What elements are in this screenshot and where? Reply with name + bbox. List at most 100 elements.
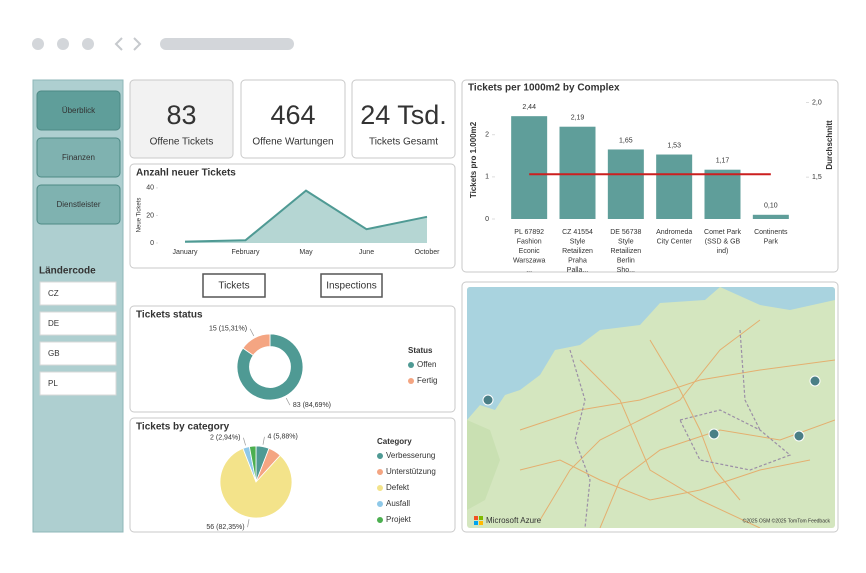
kpi-card [351, 79, 456, 159]
data-label: 1,65 [619, 137, 633, 144]
nav-label: Dienstleister [56, 200, 100, 209]
location-marker[interactable] [809, 375, 821, 387]
legend-label: Projekt [386, 515, 412, 524]
filter-label: GB [48, 349, 60, 358]
data-label: 2,19 [571, 115, 585, 122]
map-provider: Microsoft Azure [486, 516, 542, 525]
filter-option[interactable] [39, 341, 117, 366]
y-tick-label: 0 [485, 216, 489, 223]
filter-title: Ländercode [39, 266, 96, 277]
y-axis-label: Tickets pro 1.000m2 [469, 121, 478, 198]
y2-axis-label: Durchschnitt [825, 120, 834, 170]
legend-title: Category [377, 437, 412, 446]
nav-label: Finanzen [62, 153, 95, 162]
window-dot [82, 38, 94, 50]
bar [511, 116, 548, 219]
data-label: 83 (84,69%) [293, 402, 331, 409]
bar-card [461, 79, 839, 273]
borders [569, 329, 792, 528]
map-attribution[interactable]: ©2025 OSM ©2025 TomTom Feedback [743, 517, 831, 524]
kpi-card [240, 79, 346, 159]
pie-slice [248, 445, 257, 483]
legend-swatch [408, 378, 414, 384]
legend-swatch [377, 517, 383, 523]
address-bar[interactable] [160, 38, 294, 50]
kpi-value: 83 [166, 100, 196, 130]
location-marker[interactable] [708, 428, 720, 440]
line [184, 189, 428, 243]
filter-option[interactable] [39, 311, 117, 336]
bar [656, 154, 693, 219]
kpi-label: Offene Tickets [150, 137, 214, 148]
pie-slice [219, 447, 293, 519]
data-label: 0,10 [764, 203, 778, 210]
data-label: 2,44 [522, 104, 536, 111]
bar [607, 149, 644, 219]
leader-line [285, 397, 291, 406]
data-label: 4 (5,88%) [267, 434, 297, 441]
x-tick-label: May [299, 249, 313, 256]
kpi-card [129, 79, 234, 159]
y-axis-label: Neue Tickets [137, 198, 143, 233]
logo [479, 521, 483, 525]
filter-option[interactable] [39, 371, 117, 396]
y-tick-label: 2 [485, 132, 489, 139]
leader-line [243, 437, 246, 446]
category-card [129, 417, 456, 533]
x-tick-label: Continents Park [754, 229, 788, 246]
filter-label: DE [48, 319, 59, 328]
y2-tick-label: 1,5 [812, 174, 822, 181]
legend-title: Status [408, 346, 433, 355]
x-tick-label: DE 56738 Style Retailizen Berlin Sho... [610, 229, 641, 274]
chart-title: Tickets by category [136, 422, 230, 433]
window-dot [32, 38, 44, 50]
filter-option[interactable] [39, 281, 117, 306]
location-marker[interactable] [793, 430, 805, 442]
sea [467, 287, 720, 420]
chart-title: Anzahl neuer Tickets [136, 168, 236, 179]
logo [474, 521, 478, 525]
leader-line [247, 519, 250, 528]
y-tick-label: 1 [485, 174, 489, 181]
nav-label: Überblick [62, 106, 96, 115]
data-label: 1,17 [716, 158, 730, 165]
toggle-button[interactable] [202, 273, 266, 298]
filter-label: CZ [48, 289, 59, 298]
legend-label: Unterstützung [386, 467, 436, 476]
legend-swatch [377, 485, 383, 491]
map[interactable]: Microsoft Azure ©2025 OSM ©2025 TomTom F… [461, 281, 839, 533]
legend-swatch [377, 453, 383, 459]
y-tick-label: 40 [146, 185, 154, 192]
toggle-button[interactable] [320, 273, 383, 298]
data-label: 1,53 [667, 142, 681, 149]
location-marker[interactable] [482, 394, 494, 406]
legend-label: Ausfall [386, 499, 410, 508]
x-tick-label: October [415, 249, 441, 256]
nav-button[interactable] [36, 90, 121, 131]
nav-button[interactable] [36, 137, 121, 178]
bar [559, 126, 596, 219]
legend-swatch [377, 501, 383, 507]
x-tick-label: January [173, 249, 198, 256]
kpi-value: 24 Tsd. [360, 100, 447, 130]
legend-label: Offen [417, 360, 436, 369]
legend-label: Defekt [386, 483, 410, 492]
roads [519, 319, 835, 528]
donut-slice [236, 333, 304, 401]
button-label: Tickets [218, 281, 249, 292]
y-tick-label: 20 [146, 212, 154, 219]
browser-bar [32, 37, 294, 51]
kpi-label: Tickets Gesamt [369, 137, 438, 148]
button-label: Inspections [326, 281, 377, 292]
kpi-label: Offene Wartungen [252, 137, 333, 148]
filter-label: PL [48, 379, 58, 388]
legend-label: Fertig [417, 376, 437, 385]
x-tick-label: Andromeda City Center [656, 229, 692, 246]
y2-tick-label: 2,0 [812, 99, 822, 106]
sea [720, 287, 835, 310]
nav-arrows[interactable] [114, 37, 142, 51]
logo [474, 516, 478, 520]
x-tick-label: Comet Park (SSD & GB ind) [704, 229, 741, 255]
nav-button[interactable] [36, 184, 121, 225]
